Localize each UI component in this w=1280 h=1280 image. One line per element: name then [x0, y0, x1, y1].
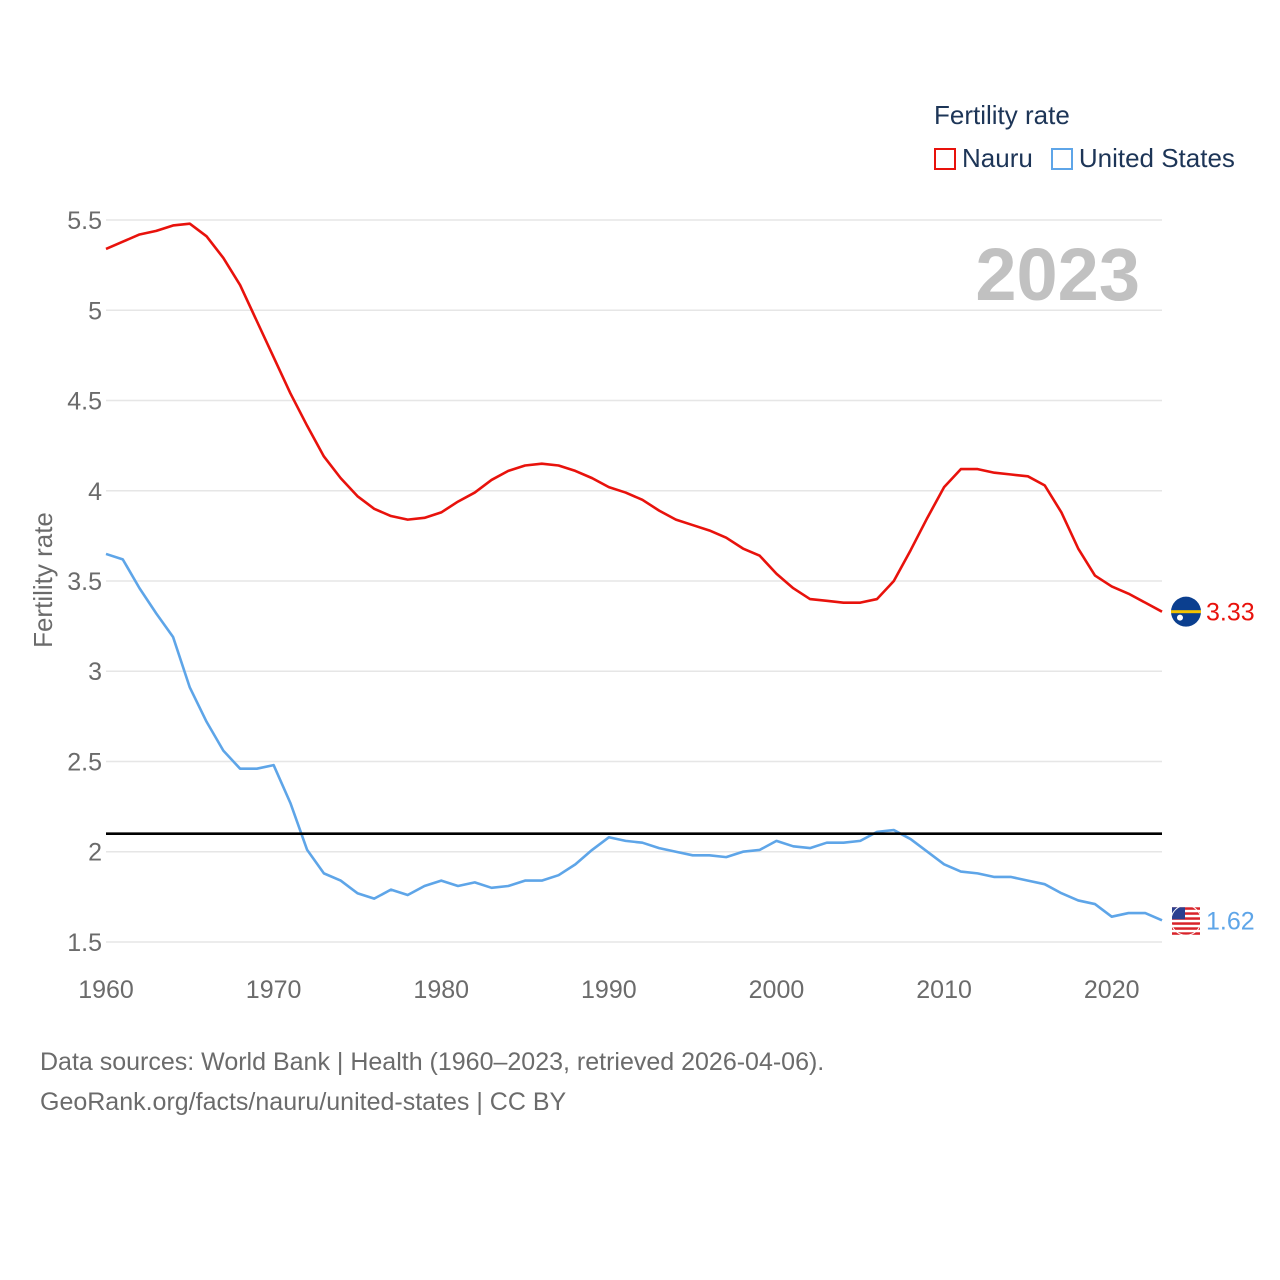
legend-label-united-states: United States: [1078, 143, 1235, 173]
flag-stripe: [1172, 932, 1200, 935]
legend-label-nauru: Nauru: [962, 143, 1033, 173]
data-sources: Data sources: World Bank | Health (1960–…: [40, 1042, 824, 1122]
end-value-label-nauru: 3.33: [1206, 599, 1255, 627]
legend-swatch-united-states: [1050, 147, 1073, 170]
year-label: 2023: [975, 233, 1140, 316]
y-tick-label: 1.5: [67, 929, 102, 957]
flag-stripe: [1172, 922, 1200, 925]
series-line-united-states: [105, 552, 1163, 922]
end-markers: 3.33 1.62: [1170, 596, 1255, 936]
flag-stripe: [1172, 907, 1200, 910]
flag-rim: [1170, 904, 1202, 936]
x-tick-label: 2020: [1084, 976, 1140, 1004]
x-tick-label: 2010: [916, 976, 972, 1004]
flag-stripe: [1172, 927, 1200, 930]
y-tick-label: 5: [88, 297, 102, 325]
y-tick-label: 5.5: [67, 207, 102, 235]
legend-item-nauru[interactable]: Nauru: [934, 143, 1033, 174]
flag-stripe: [1172, 912, 1200, 915]
gridlines: [106, 219, 1162, 943]
flag-stripe: [1171, 610, 1201, 614]
flag-star: [1177, 614, 1183, 621]
y-tick-label: 2: [88, 839, 102, 867]
y-tick-label: 3: [88, 658, 102, 686]
x-tick-label: 1960: [78, 976, 134, 1004]
source-url-line[interactable]: GeoRank.org/facts/nauru/united-states | …: [40, 1088, 567, 1116]
legend: Fertility rate Nauru United States: [934, 100, 1235, 174]
x-tick-label: 2000: [749, 976, 805, 1004]
flag-stripe: [1172, 917, 1200, 920]
y-tick-label: 4: [88, 478, 102, 506]
flag-canton: [1172, 907, 1185, 920]
series-lines: [105, 222, 1163, 922]
legend-swatch-nauru: [934, 147, 956, 170]
flag-icon-united-states: [1170, 904, 1202, 936]
flag-icon-nauru: [1171, 596, 1201, 627]
y-tick-label: 2.5: [67, 748, 102, 776]
legend-title: Fertility rate: [934, 100, 1070, 130]
source-line: Data sources: World Bank | Health (1960–…: [40, 1048, 825, 1076]
end-value-label-united-states: 1.62: [1206, 907, 1255, 935]
x-axis-ticks: 1960 1970 1980 1990 2000 2010 2020: [78, 976, 1139, 1004]
y-axis-ticks: 1.5 2 2.5 3 3.5 4 4.5 5 5.5: [67, 207, 102, 957]
y-tick-label: 4.5: [67, 388, 102, 416]
series-line-nauru: [105, 222, 1163, 613]
y-axis-title: Fertility rate: [28, 512, 58, 648]
fertility-line-chart: 1.5 2 2.5 3 3.5 4 4.5 5 5.5 1960 1970 1980 1990 2000…: [28, 207, 1255, 1004]
y-tick-label: 3.5: [67, 568, 102, 596]
x-tick-label: 1980: [413, 976, 469, 1004]
legend-item-united-states[interactable]: United States: [1050, 143, 1235, 174]
x-tick-label: 1990: [581, 976, 637, 1004]
x-tick-label: 1970: [246, 976, 302, 1004]
